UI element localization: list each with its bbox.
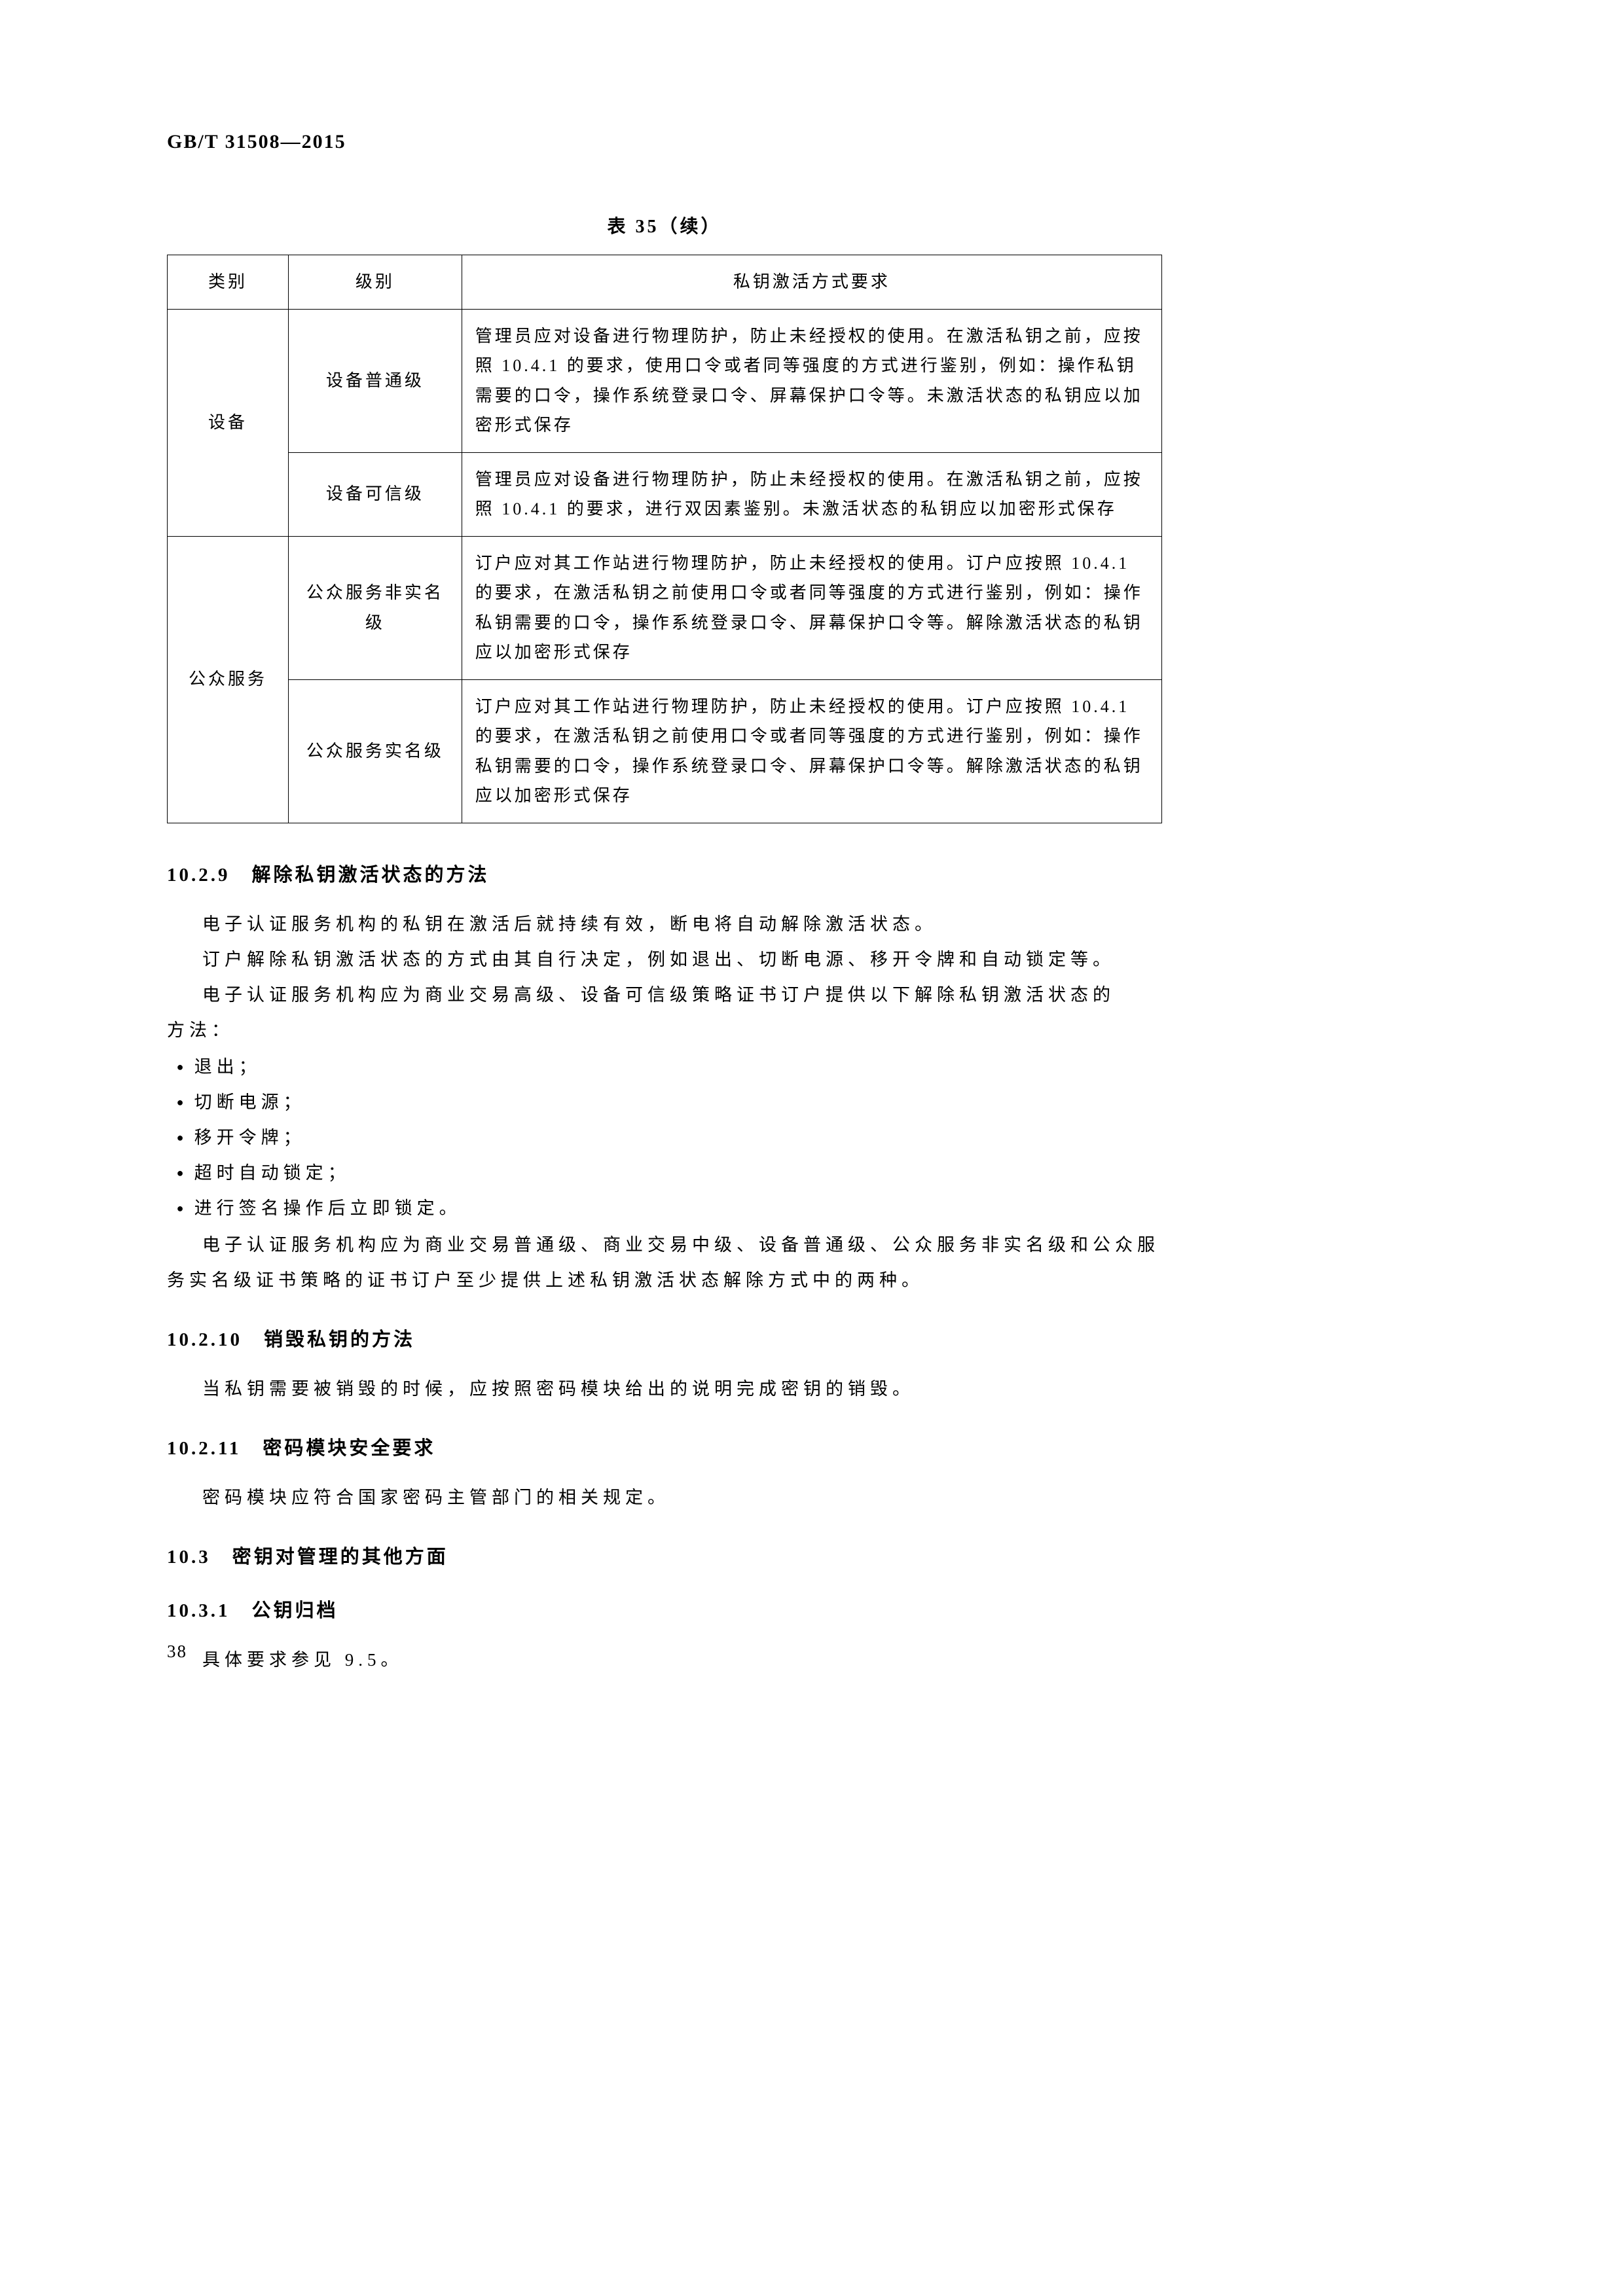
para: 当私钥需要被销毁的时候，应按照密码模块给出的说明完成密钥的销毁。 xyxy=(167,1371,1162,1407)
cell-requirement: 订户应对其工作站进行物理防护，防止未经授权的使用。订户应按照 10.4.1 的要… xyxy=(462,536,1161,679)
cell-requirement: 订户应对其工作站进行物理防护，防止未经授权的使用。订户应按照 10.4.1 的要… xyxy=(462,679,1161,823)
table-row: 设备设备普通级管理员应对设备进行物理防护，防止未经授权的使用。在激活私钥之前，应… xyxy=(168,309,1162,452)
table-row: 公众服务实名级订户应对其工作站进行物理防护，防止未经授权的使用。订户应按照 10… xyxy=(168,679,1162,823)
cell-category: 公众服务 xyxy=(168,536,289,823)
cell-level: 公众服务实名级 xyxy=(288,679,462,823)
list-item: 超时自动锁定； xyxy=(194,1155,1162,1191)
table-row: 公众服务公众服务非实名级订户应对其工作站进行物理防护，防止未经授权的使用。订户应… xyxy=(168,536,1162,679)
cell-requirement: 管理员应对设备进行物理防护，防止未经授权的使用。在激活私钥之前，应按照 10.4… xyxy=(462,309,1161,452)
section-10-2-9-head: 10.2.9 解除私钥激活状态的方法 xyxy=(167,859,1162,887)
section-10-3-head: 10.3 密钥对管理的其他方面 xyxy=(167,1541,1162,1569)
para: 电子认证服务机构的私钥在激活后就持续有效，断电将自动解除激活状态。 xyxy=(167,906,1162,942)
list-item: 移开令牌； xyxy=(194,1120,1162,1155)
cell-level: 设备可信级 xyxy=(288,452,462,536)
list-item: 退出； xyxy=(194,1049,1162,1085)
para: 电子认证服务机构应为商业交易普通级、商业交易中级、设备普通级、公众服务非实名级和… xyxy=(167,1227,1162,1263)
bullet-list: 退出；切断电源；移开令牌；超时自动锁定；进行签名操作后立即锁定。 xyxy=(167,1049,1162,1226)
th-category: 类别 xyxy=(168,255,289,310)
cell-level: 公众服务非实名级 xyxy=(288,536,462,679)
para: 务实名级证书策略的证书订户至少提供上述私钥激活状态解除方式中的两种。 xyxy=(167,1263,1162,1298)
document-id: GB/T 31508—2015 xyxy=(167,131,1162,153)
th-level: 级别 xyxy=(288,255,462,310)
cell-category: 设备 xyxy=(168,309,289,536)
para: 方法： xyxy=(167,1013,1162,1048)
para: 具体要求参见 9.5。 xyxy=(167,1642,1162,1677)
list-item: 进行签名操作后立即锁定。 xyxy=(194,1191,1162,1226)
list-item: 切断电源； xyxy=(194,1085,1162,1120)
requirements-table: 类别 级别 私钥激活方式要求 设备设备普通级管理员应对设备进行物理防护，防止未经… xyxy=(167,255,1162,823)
th-requirement: 私钥激活方式要求 xyxy=(462,255,1161,310)
para: 密码模块应符合国家密码主管部门的相关规定。 xyxy=(167,1480,1162,1515)
para: 订户解除私钥激活状态的方式由其自行决定，例如退出、切断电源、移开令牌和自动锁定等… xyxy=(167,942,1162,977)
section-10-2-11-head: 10.2.11 密码模块安全要求 xyxy=(167,1433,1162,1460)
section-10-3-1-head: 10.3.1 公钥归档 xyxy=(167,1595,1162,1623)
table-caption: 表 35（续） xyxy=(167,212,1162,238)
cell-level: 设备普通级 xyxy=(288,309,462,452)
page-number: 38 xyxy=(167,1641,187,1662)
cell-requirement: 管理员应对设备进行物理防护，防止未经授权的使用。在激活私钥之前，应按照 10.4… xyxy=(462,452,1161,536)
table-row: 设备可信级管理员应对设备进行物理防护，防止未经授权的使用。在激活私钥之前，应按照… xyxy=(168,452,1162,536)
para: 电子认证服务机构应为商业交易高级、设备可信级策略证书订户提供以下解除私钥激活状态… xyxy=(167,977,1162,1013)
section-10-2-10-head: 10.2.10 销毁私钥的方法 xyxy=(167,1324,1162,1352)
